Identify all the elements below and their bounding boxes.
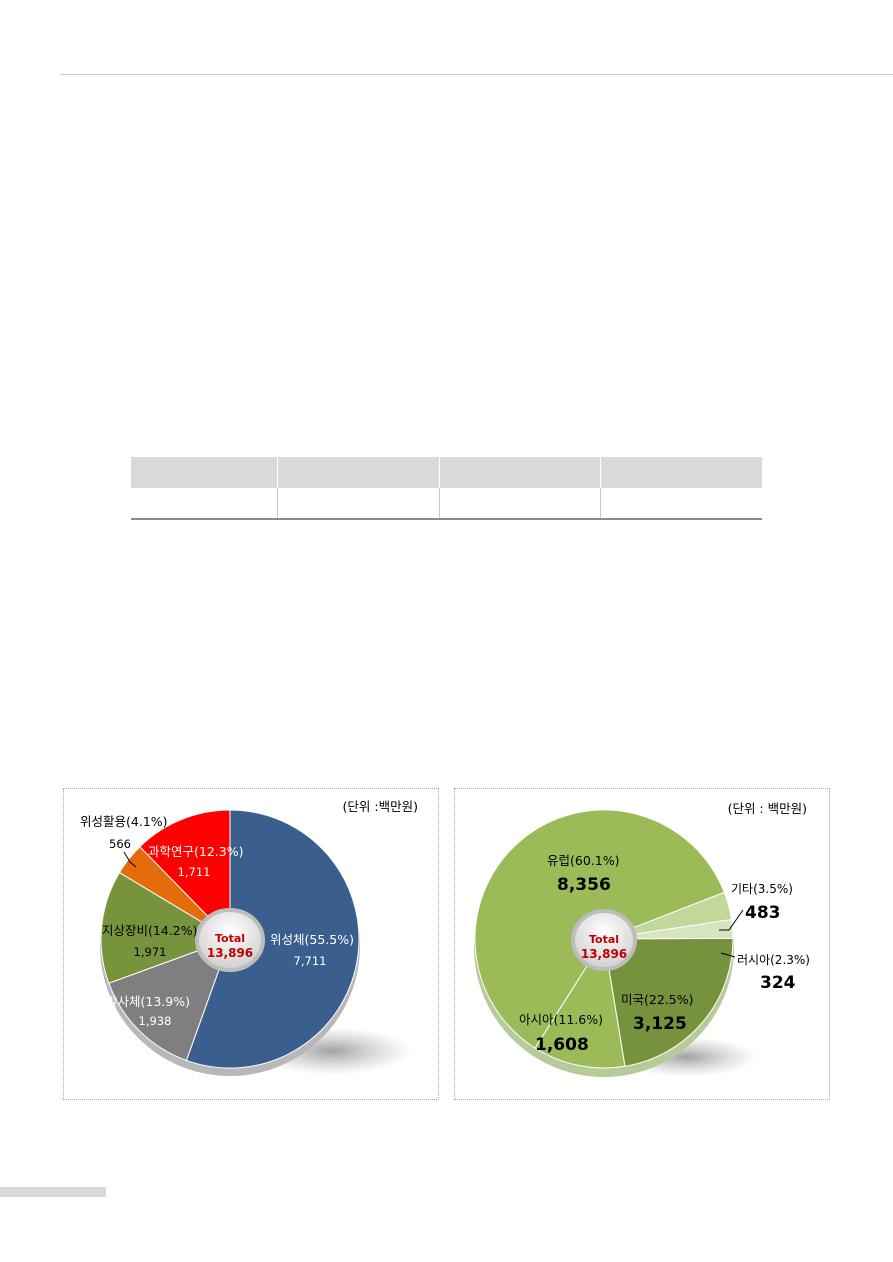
center-badge xyxy=(195,908,265,972)
table-header-row xyxy=(131,457,762,488)
center-badge xyxy=(571,909,637,971)
slice-label-러시아: 러시아(2.3%) xyxy=(737,953,810,967)
slice-label-유럽: 유럽(60.1%) xyxy=(547,853,619,868)
pie-slice-지상장비 xyxy=(100,871,232,984)
center-label: Total xyxy=(589,933,619,946)
footer-bar xyxy=(0,1187,106,1197)
slice-value-유럽: 8,356 xyxy=(557,875,611,895)
callout-line-기타 xyxy=(719,909,744,931)
slice-value-러시아: 324 xyxy=(760,973,796,993)
slice-label-발사체: 발사체(13.9%) xyxy=(106,994,190,1009)
table-cell xyxy=(276,488,439,520)
slice-value-기타: 483 xyxy=(745,903,781,923)
center-value: 13,896 xyxy=(581,947,627,961)
slice-value-위성체: 7,711 xyxy=(294,954,327,968)
slice-value-위성활용: 566 xyxy=(109,837,131,851)
slice-value-과학연구: 1,711 xyxy=(178,865,211,879)
unit-label: (단위 : 백만원) xyxy=(728,801,807,816)
table-cell xyxy=(600,488,762,520)
sector-pie-chart: Total 13,896 (단위 :백만원) 위성체(55.5%) 7,711 … xyxy=(80,799,418,1076)
pie-slice-위성체 xyxy=(185,809,360,1069)
region-pie-chart: Total 13,896 (단위 : 백만원) 유럽(60.1%) 8,356 … xyxy=(474,801,810,1077)
table-cell xyxy=(131,488,278,520)
sector-pie-panel: Total 13,896 (단위 :백만원) 위성체(55.5%) 7,711 … xyxy=(63,788,439,1100)
pie-slice-발사체 xyxy=(108,938,231,1062)
pie-slice-과학연구 xyxy=(139,809,231,941)
table-cell xyxy=(438,488,601,520)
center-label: Total xyxy=(215,932,245,945)
slice-value-미국: 3,125 xyxy=(633,1014,687,1034)
table-header-cell xyxy=(131,457,278,488)
slice-value-발사체: 1,938 xyxy=(139,1014,172,1028)
slice-label-미국: 미국(22.5%) xyxy=(621,992,693,1007)
table-header-cell xyxy=(600,457,762,488)
slice-value-아시아: 1,608 xyxy=(535,1035,589,1055)
summary-table xyxy=(131,457,762,520)
slice-label-기타: 기타(3.5%) xyxy=(731,882,793,896)
slice-label-위성활용: 위성활용(4.1%) xyxy=(80,814,168,829)
table-header-cell xyxy=(276,457,439,488)
slice-label-과학연구: 과학연구(12.3%) xyxy=(148,844,243,859)
slice-label-지상장비: 지상장비(14.2%) xyxy=(102,923,197,938)
region-pie-panel: Total 13,896 (단위 : 백만원) 유럽(60.1%) 8,356 … xyxy=(454,788,830,1100)
center-value: 13,896 xyxy=(207,946,253,960)
slice-label-위성체: 위성체(55.5%) xyxy=(270,932,354,947)
unit-label: (단위 :백만원) xyxy=(343,799,418,814)
header-rule xyxy=(60,74,893,75)
callout-line-러시아 xyxy=(720,952,736,958)
table-header-cell xyxy=(438,457,601,488)
table-row xyxy=(131,488,762,520)
callout-line-위성활용 xyxy=(123,851,137,868)
slice-value-지상장비: 1,971 xyxy=(134,945,167,959)
slice-label-아시아: 아시아(11.6%) xyxy=(519,1012,603,1027)
pie-slices xyxy=(100,809,360,1069)
pie-slice-아시아 xyxy=(534,937,626,1069)
